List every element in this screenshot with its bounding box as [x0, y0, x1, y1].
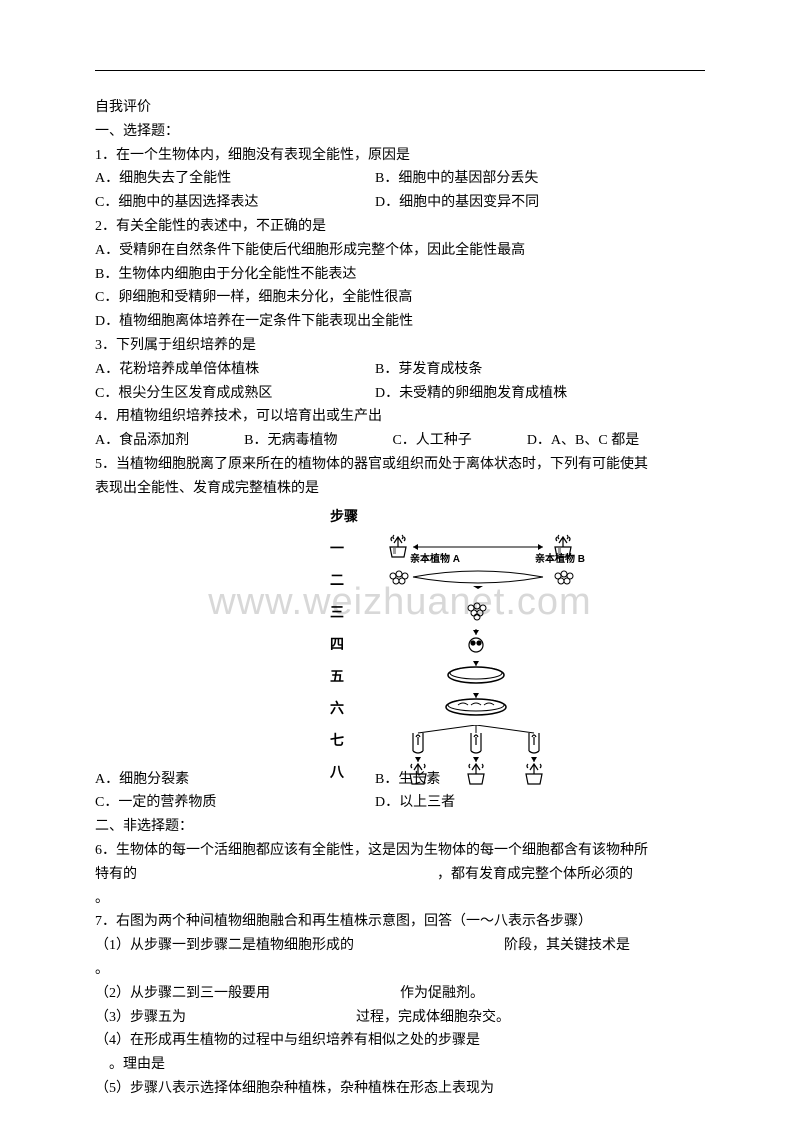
page-content: 自我评价 一、选择题： 1．在一个生物体内，细胞没有表现全能性，原因是 A．细胞…	[0, 0, 800, 1141]
diagram-container: 步骤 一	[95, 501, 705, 796]
step-8: 八	[330, 761, 358, 785]
step-5: 五	[330, 665, 358, 689]
q7-p3-pre: （3）步骤五为	[95, 1010, 186, 1025]
q3-c: C．根尖分生区发育成成熟区	[95, 382, 375, 406]
step4-svg	[358, 629, 588, 657]
step-7: 七	[330, 729, 358, 753]
q7-p1-end: 。	[95, 958, 705, 982]
q2-c: C．卵细胞和受精卵一样，细胞未分化，全能性很高	[95, 286, 705, 310]
q7-p2: （2）从步骤二到三一般要用 作为促融剂。	[95, 982, 705, 1006]
step2-svg	[358, 565, 588, 593]
q1-d: D．细胞中的基因变异不同	[375, 191, 539, 215]
q7-p2-pre: （2）从步骤二到三一般要用	[95, 986, 270, 1001]
step3-svg	[358, 597, 588, 625]
q3-d: D．未受精的卵细胞发育成植株	[375, 382, 567, 406]
q6-line2: 特有的 ，都有发育成完整个体所必须的	[95, 863, 705, 887]
q7-p1: （1）从步骤一到步骤二是植物细胞形成的 阶段，其关键技术是	[95, 934, 705, 958]
step6-svg	[358, 693, 588, 721]
step-4: 四	[330, 633, 358, 657]
q4-b: B．无病毒植物	[244, 429, 337, 453]
q4-row: A．食品添加剂 B．无病毒植物 C．人工种子 D．A、B、C 都是	[95, 429, 705, 453]
step-6: 六	[330, 697, 358, 721]
q1-b: B．细胞中的基因部分丢失	[375, 167, 538, 191]
q1-a: A．细胞失去了全能性	[95, 167, 375, 191]
top-divider	[95, 70, 705, 71]
q1-c: C．细胞中的基因选择表达	[95, 191, 375, 215]
q7-p1-pre: （1）从步骤一到步骤二是植物细胞形成的	[95, 938, 354, 953]
step8-svg	[358, 757, 588, 787]
q3-a: A．花粉培养成单倍体植株	[95, 358, 375, 382]
step-2: 二	[330, 569, 358, 593]
section-1-header: 一、选择题：	[95, 120, 705, 144]
section-2-header: 二、非选择题：	[95, 815, 705, 839]
q6-line2-post: ，都有发育成完整个体所必须的	[437, 867, 633, 882]
q7-p1-mid: 阶段，其关键技术是	[504, 938, 630, 953]
title: 自我评价	[95, 96, 705, 120]
q7-p2-post: 作为促融剂。	[400, 986, 484, 1001]
step7-svg	[358, 725, 588, 755]
diagram: 步骤 一	[330, 501, 610, 789]
q7-stem: 7．右图为两个种间植物细胞融合和再生植株示意图，回答（一～八表示各步骤）	[95, 910, 705, 934]
q2-a: A．受精卵在自然条件下能使后代细胞形成完整个体，因此全能性最高	[95, 239, 705, 263]
q5-stem1: 5．当植物细胞脱离了原来所在的植物体的器官或组织而处于离体状态时，下列有可能使其	[95, 453, 705, 477]
q4-d: D．A、B、C 都是	[527, 429, 639, 453]
step-1: 一	[330, 537, 358, 561]
diagram-header: 步骤	[330, 505, 358, 529]
q1-row1: A．细胞失去了全能性 B．细胞中的基因部分丢失	[95, 167, 705, 191]
q3-row2: C．根尖分生区发育成成熟区 D．未受精的卵细胞发育成植株	[95, 382, 705, 406]
q7-p3-post: 过程，完成体细胞杂交。	[356, 1010, 510, 1025]
q2-stem: 2．有关全能性的表述中，不正确的是	[95, 215, 705, 239]
q7-p5: （5）步骤八表示选择体细胞杂种植株，杂种植株在形态上表现为	[95, 1077, 705, 1101]
q5-stem2: 表现出全能性、发育成完整植株的是	[95, 477, 705, 501]
q2-d: D．植物细胞离体培养在一定条件下能表现出全能性	[95, 310, 705, 334]
q4-a: A．食品添加剂	[95, 429, 189, 453]
q4-c: C．人工种子	[392, 429, 471, 453]
q6-line1: 6．生物体的每一个活细胞都应该有全能性，这是因为生物体的每一个细胞都含有该物种所	[95, 839, 705, 863]
q2-b: B．生物体内细胞由于分化全能性不能表达	[95, 263, 705, 287]
q3-row1: A．花粉培养成单倍体植株 B．芽发育成枝条	[95, 358, 705, 382]
q1-row2: C．细胞中的基因选择表达 D．细胞中的基因变异不同	[95, 191, 705, 215]
q6-line2-pre: 特有的	[95, 867, 137, 882]
q6-line3: 。	[95, 887, 705, 911]
q7-p3: （3）步骤五为 过程，完成体细胞杂交。	[95, 1006, 705, 1030]
q4-stem: 4．用植物组织培养技术，可以培育出或生产出	[95, 405, 705, 429]
q7-p4: （4）在形成再生植物的过程中与组织培养有相似之处的步骤是	[95, 1029, 705, 1053]
step5-svg	[358, 661, 588, 689]
step-3: 三	[330, 601, 358, 625]
q1-stem: 1．在一个生物体内，细胞没有表现全能性，原因是	[95, 144, 705, 168]
q3-stem: 3．下列属于组织培养的是	[95, 334, 705, 358]
q7-p4b: 。理由是	[95, 1053, 705, 1077]
q3-b: B．芽发育成枝条	[375, 358, 482, 382]
